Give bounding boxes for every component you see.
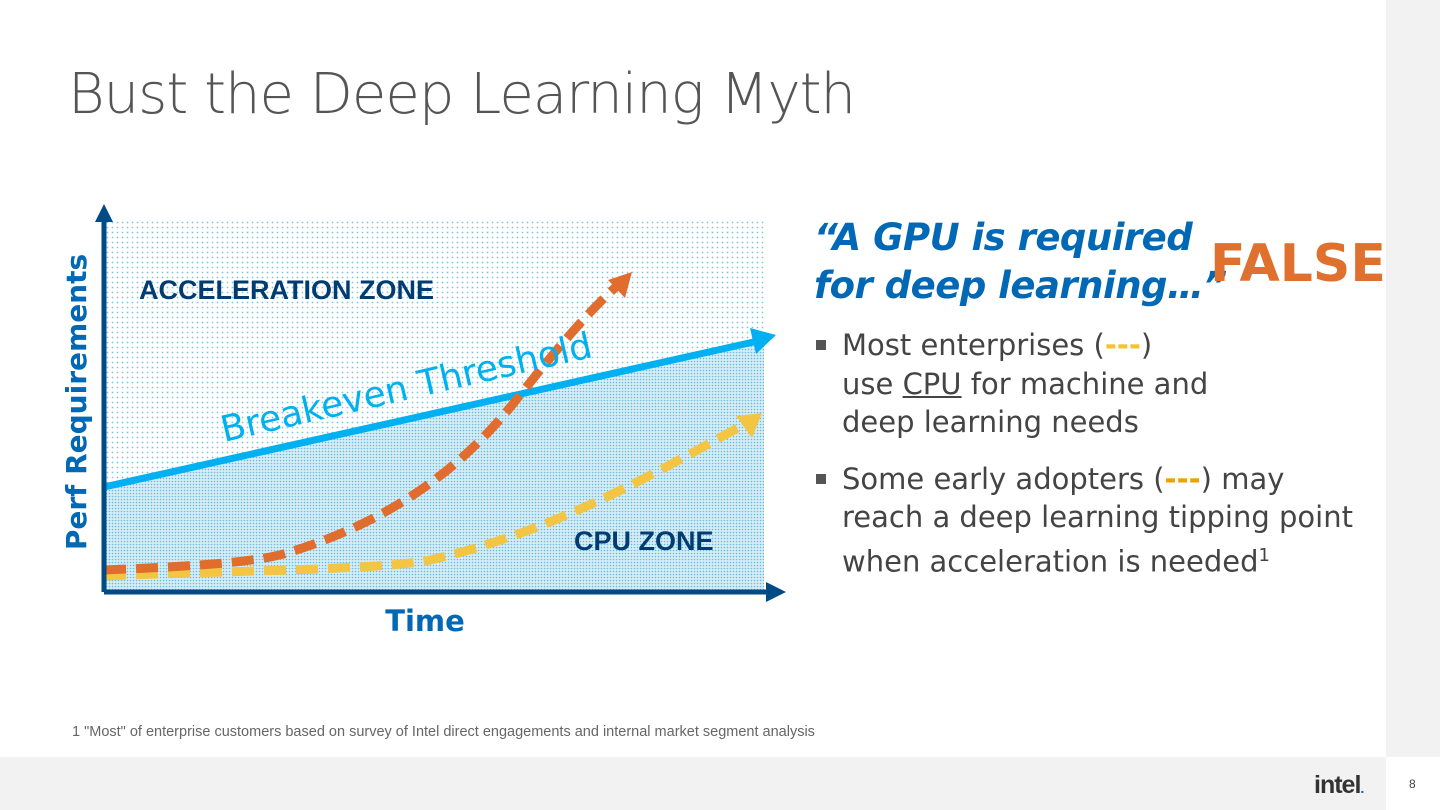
- text: Some early adopters (: [842, 461, 1165, 496]
- acceleration-zone-label: ACCELERATION ZONE: [139, 275, 434, 305]
- slide-title: Bust the Deep Learning Myth: [68, 62, 856, 127]
- text: for machine and: [961, 366, 1209, 401]
- bullet-list: Most enterprises (---) use CPU for machi…: [816, 326, 1376, 599]
- early-adopters-curve: [103, 281, 621, 575]
- text: ): [1140, 328, 1153, 362]
- text: deep learning needs: [842, 405, 1139, 439]
- text: Most enterprises (: [842, 328, 1105, 362]
- cpu-underlined: CPU: [902, 366, 962, 401]
- bullet-square-icon: [816, 340, 826, 350]
- quote-line-2: for deep learning…”: [814, 264, 1227, 307]
- intel-logo: intel.: [1314, 771, 1364, 799]
- bullet-square-icon: [816, 473, 826, 484]
- cpu-zone-area: [104, 340, 764, 590]
- most-enterprises-arrowhead: [736, 413, 762, 438]
- side-panel: [1386, 0, 1440, 757]
- bullet-most-enterprises: Most enterprises (---) use CPU for machi…: [816, 326, 1376, 442]
- cpu-zone-label: CPU ZONE: [574, 526, 714, 556]
- x-axis-arrowhead: [766, 582, 786, 602]
- text: when acceleration is needed: [842, 544, 1259, 579]
- verdict-label: FALSE: [1210, 234, 1386, 294]
- threshold-arrowhead: [750, 328, 776, 354]
- logo-text: intel: [1314, 771, 1361, 799]
- quote-line-1: “A GPU is required: [814, 216, 1193, 259]
- most-enterprises-curve: [103, 420, 748, 581]
- footnote-ref: 1: [1258, 544, 1270, 566]
- page-number: 8: [1409, 777, 1416, 791]
- x-axis-label: Time: [385, 604, 465, 638]
- y-axis-label: Perf Requirements: [60, 254, 93, 550]
- y-axis-arrowhead: [95, 204, 113, 222]
- text: ) may: [1200, 461, 1285, 496]
- orange-dash-legend: ---: [1164, 461, 1201, 496]
- early-adopters-arrowhead: [608, 272, 632, 298]
- footnote: 1 "Most" of enterprise customers based o…: [72, 724, 815, 740]
- footer-bar: [0, 757, 1386, 810]
- text: use: [842, 366, 903, 401]
- text: reach a deep learning tipping point: [842, 500, 1353, 534]
- perf-vs-time-diagram: ACCELERATION ZONE CPU ZONE Breakeven Thr…: [60, 204, 786, 638]
- myth-quote: “A GPU is required for deep learning…”: [814, 214, 1227, 310]
- yellow-dash-legend: ---: [1104, 328, 1141, 362]
- bullet-early-adopters: Some early adopters (---) may reach a de…: [816, 460, 1376, 581]
- breakeven-threshold-line: [103, 337, 759, 491]
